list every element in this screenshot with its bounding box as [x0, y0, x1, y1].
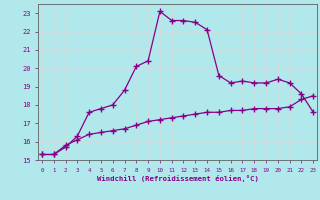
- X-axis label: Windchill (Refroidissement éolien,°C): Windchill (Refroidissement éolien,°C): [97, 175, 259, 182]
